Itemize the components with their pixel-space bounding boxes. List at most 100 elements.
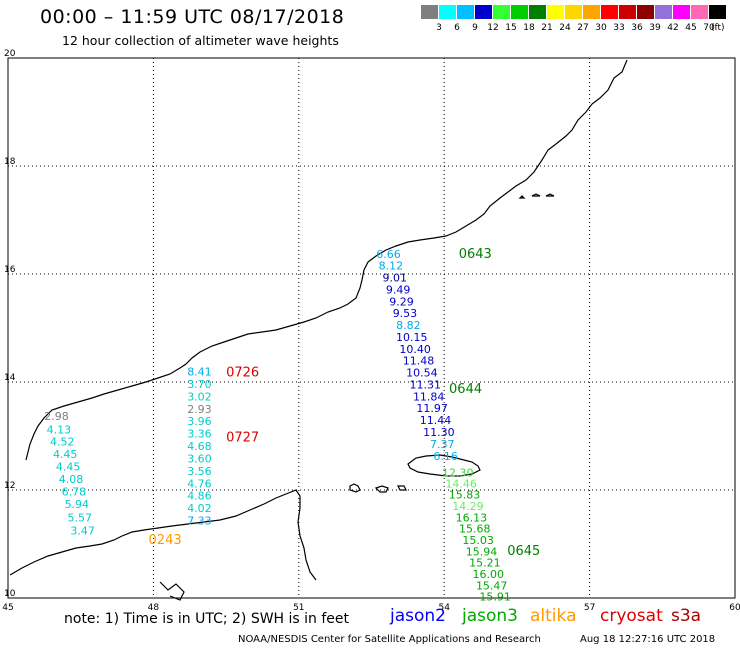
wave-height-value: 11.84 [413, 390, 445, 403]
lat-tick-label: 10 [4, 589, 16, 599]
lat-tick-label: 16 [4, 265, 16, 275]
wave-height-value: 7.37 [430, 438, 455, 451]
legend-swatch [529, 5, 546, 19]
wave-height-value: 8.41 [187, 366, 212, 379]
legend-swatch [493, 5, 510, 19]
kuria-muria-islands [518, 193, 555, 199]
pass-time-labels: 0643 0726 0644 0727 0645 0243 [149, 247, 541, 559]
satellite-label: cryosat [600, 606, 663, 626]
lon-tick-label: 45 [2, 603, 13, 613]
wave-height-value: 2.93 [187, 403, 212, 416]
lon-tick-label: 51 [293, 603, 304, 613]
wave-height-value: 3.36 [187, 428, 212, 441]
legend-label: 15 [505, 23, 517, 33]
lat-tick-label: 20 [4, 49, 16, 59]
wave-height-value: 4.45 [53, 448, 78, 461]
wave-height-value: 3.70 [187, 378, 212, 391]
cape-guardafui-detail [159, 581, 185, 601]
wave-height-value: 11.30 [423, 426, 455, 439]
lat-tick-label: 18 [4, 157, 16, 167]
legend-label: 12 [487, 23, 499, 33]
legend-swatch [475, 5, 492, 19]
wave-height-value: 2.98 [44, 410, 69, 423]
footer-note: note: 1) Time is in UTC; 2) SWH is in fe… [64, 611, 350, 627]
wave-height-value: 10.15 [396, 331, 428, 344]
wave-height-value: 14.29 [452, 500, 484, 513]
wave-height-value: 4.45 [56, 461, 81, 474]
legend-label: 39 [649, 23, 661, 33]
wave-height-value: 3.60 [187, 452, 212, 465]
wave-height-value: 4.86 [187, 490, 212, 503]
wave-height-value: 3.02 [187, 390, 212, 403]
wave-height-value: 15.68 [459, 523, 491, 536]
legend-label: 18 [523, 23, 535, 33]
somali-coastline [9, 489, 317, 581]
legend-swatch [421, 5, 438, 19]
wave-height-value: 7.33 [187, 515, 212, 528]
satellite-label: jason2 [390, 606, 446, 626]
lon-tick-label: 48 [148, 603, 160, 613]
legend-swatch [673, 5, 690, 19]
legend-label: 30 [595, 23, 607, 33]
legend-swatch [619, 5, 636, 19]
track-middle: 8.413.703.022.933.963.364.683.603.564.76… [187, 366, 212, 528]
small-island [349, 483, 361, 493]
small-island [374, 485, 389, 493]
wave-height-value: 15.91 [479, 591, 511, 604]
lon-tick-label: 54 [438, 603, 450, 613]
wave-height-value: 15.21 [469, 557, 501, 570]
pass-time-label: 0644 [449, 382, 482, 397]
wave-height-value: 5.94 [65, 498, 90, 511]
legend-swatch [583, 5, 600, 19]
wave-height-value: 4.08 [59, 473, 84, 486]
small-island [397, 485, 407, 491]
wave-height-value: 16.13 [456, 511, 488, 524]
wave-height-value: 14.46 [445, 477, 477, 490]
legend-swatch [601, 5, 618, 19]
legend-unit: (ft) [711, 23, 725, 33]
track-east: 6.668.129.019.499.299.538.8210.1510.4011… [376, 248, 458, 463]
legend-swatch [457, 5, 474, 19]
satellite-label: altika [530, 606, 577, 626]
legend-swatch [691, 5, 708, 19]
wave-height-value: 11.31 [410, 378, 442, 391]
wave-height-value: 15.47 [476, 579, 508, 592]
wave-height-value: 10.54 [406, 367, 438, 380]
legend-swatch [637, 5, 654, 19]
wave-height-value: 9.49 [386, 283, 411, 296]
wave-height-value: 4.68 [187, 440, 212, 453]
satellite-label: jason3 [462, 606, 518, 626]
legend-label: 33 [613, 23, 625, 33]
track-west: 2.984.134.524.454.454.086.785.945.573.47 [44, 410, 95, 537]
wave-height-value: 15.03 [462, 534, 494, 547]
pass-time-label: 0726 [226, 366, 259, 381]
wave-height-value: 11.44 [420, 414, 452, 427]
page-subtitle: 12 hour collection of altimeter wave hei… [62, 33, 339, 48]
wave-height-value: 12.30 [442, 467, 474, 480]
socotra-island [407, 454, 481, 477]
legend-label: 70 [703, 23, 715, 33]
page-title: 00:00 – 11:59 UTC 08/17/2018 [40, 6, 345, 28]
legend-swatch [709, 5, 726, 19]
legend-swatch [547, 5, 564, 19]
wave-height-value: 15.83 [449, 489, 481, 502]
coastline [9, 59, 628, 601]
wave-height-value: 3.56 [187, 465, 212, 478]
legend-label: 36 [631, 23, 643, 33]
legend-swatch [439, 5, 456, 19]
wave-height-value: 4.52 [50, 436, 75, 449]
wave-height-value: 8.82 [396, 319, 421, 332]
altimeter-tracks: 2.984.134.524.454.454.086.785.945.573.47… [44, 248, 511, 604]
wave-height-value: 9.53 [393, 307, 418, 320]
lon-tick-label: 57 [584, 603, 595, 613]
pass-time-label: 0645 [507, 544, 540, 559]
wave-height-value: 6.66 [376, 248, 401, 261]
lat-lon-grid [7, 57, 736, 599]
wave-height-value: 11.97 [416, 402, 448, 415]
legend-label: 42 [667, 23, 679, 33]
map-frame [7, 57, 736, 599]
wave-height-value: 3.96 [187, 415, 212, 428]
arabian-coastline [25, 59, 628, 461]
wave-height-value: 10.40 [399, 343, 431, 356]
